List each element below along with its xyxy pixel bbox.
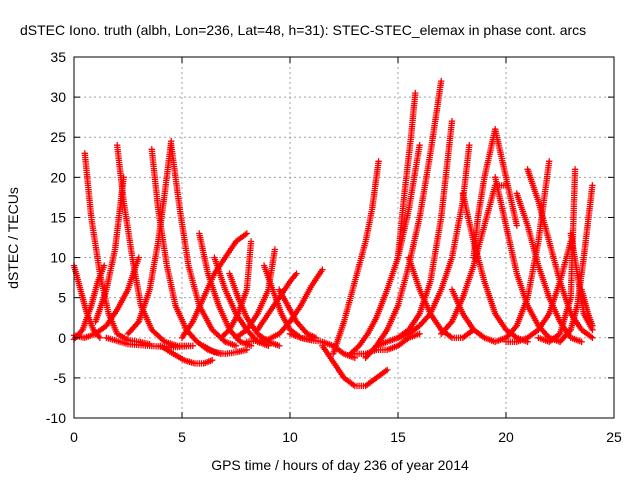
series-arc-41 — [567, 230, 596, 333]
series-arc-points — [459, 190, 531, 345]
y-tick-label: 35 — [50, 49, 66, 65]
series-arc-points — [178, 230, 250, 341]
series-arc-points — [330, 158, 382, 357]
series-arc-points — [351, 330, 423, 357]
x-tick-label: 0 — [70, 429, 78, 445]
series-arc-6 — [92, 174, 127, 325]
series-arc-24 — [319, 342, 391, 390]
x-axis-label: GPS time / hours of day 236 of year 2014 — [211, 457, 469, 473]
series-arc-8 — [124, 138, 175, 337]
series-arc-25 — [330, 158, 382, 357]
series-arc-38 — [502, 238, 574, 345]
y-axis-label: dSTEC / TECUs — [5, 187, 21, 289]
series-arc-points — [502, 238, 574, 345]
series-arc-12 — [178, 230, 250, 341]
x-tick-label: 20 — [498, 429, 514, 445]
series-arc-35 — [492, 174, 564, 345]
series-arc-points — [362, 77, 445, 361]
series-arc-9 — [168, 142, 240, 349]
y-tick-label: -10 — [46, 410, 66, 426]
series-arc-points — [92, 174, 127, 325]
x-tick-label: 25 — [606, 429, 622, 445]
series-arc-points — [217, 238, 255, 341]
series-arc-43 — [405, 254, 477, 341]
y-tick-label: 0 — [58, 330, 66, 346]
y-tick-label: 20 — [50, 169, 66, 185]
series-arc-32 — [470, 126, 520, 261]
x-tick-label: 5 — [178, 429, 186, 445]
series-arc-points — [254, 270, 300, 333]
series-arc-points — [492, 174, 564, 345]
y-tick-label: 10 — [50, 250, 66, 266]
series-arc-16 — [200, 342, 250, 357]
series-arc-21 — [243, 266, 326, 345]
series-arc-points — [470, 126, 520, 261]
series-arc-44 — [394, 89, 419, 261]
series-arc-points — [157, 342, 216, 367]
series-arc-points — [394, 89, 419, 261]
series-arc-5 — [114, 142, 192, 349]
series-arc-28 — [351, 330, 423, 357]
data-points — [70, 77, 596, 390]
series-arc-points — [124, 138, 175, 337]
series-arc-points — [243, 266, 326, 345]
series-arc-34 — [459, 190, 531, 345]
x-tick-label: 15 — [390, 429, 406, 445]
axis-ticks: 0 5 10 15 20 25 -10 -5 0 5 10 15 20 25 30 35 — [46, 49, 622, 445]
series-arc-points — [168, 142, 240, 349]
plot-frame — [73, 56, 615, 419]
x-tick-label: 10 — [282, 429, 298, 445]
series-arc-points — [567, 230, 596, 333]
y-tick-label: 5 — [58, 290, 66, 306]
series-arc-23 — [254, 270, 300, 333]
series-arc-points — [200, 342, 250, 357]
y-tick-label: -5 — [54, 370, 67, 386]
series-arc-27 — [362, 77, 445, 361]
series-arc-17 — [217, 238, 255, 341]
series-arc-42 — [578, 286, 596, 329]
chart-title: dSTEC Iono. truth (albh, Lon=236, Lat=48… — [20, 22, 586, 38]
series-arc-points — [114, 142, 192, 349]
y-tick-label: 30 — [50, 89, 66, 105]
series-arc-11 — [157, 342, 216, 367]
series-arc-points — [319, 342, 391, 390]
y-tick-label: 25 — [50, 129, 66, 145]
y-tick-label: 15 — [50, 209, 66, 225]
series-arc-points — [405, 254, 477, 341]
series-arc-points — [578, 286, 596, 329]
